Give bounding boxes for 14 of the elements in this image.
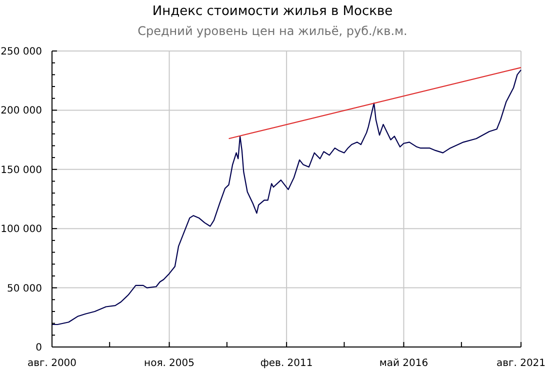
x-tick-label: фев. 2011: [260, 358, 313, 369]
y-tick-label: 150 000: [0, 164, 42, 176]
y-tick-label: 50 000: [7, 283, 42, 294]
x-tick-label: авг. 2021: [496, 358, 545, 369]
x-tick-label: ноя. 2005: [144, 358, 195, 369]
y-tick-label: 250 000: [0, 46, 42, 58]
y-tick-label: 200 000: [0, 106, 42, 117]
x-tick-label: май 2016: [379, 358, 428, 369]
y-tick-label: 100 000: [0, 224, 42, 236]
line-series: [51, 69, 522, 326]
x-tick-label: авг. 2000: [27, 358, 77, 369]
chart-subtitle: Средний уровень цен на жильё, руб./кв.м.: [138, 24, 408, 38]
y-tick-label: 0: [36, 342, 42, 354]
chart-title: Индекс стоимости жилья в Москве: [152, 4, 393, 19]
